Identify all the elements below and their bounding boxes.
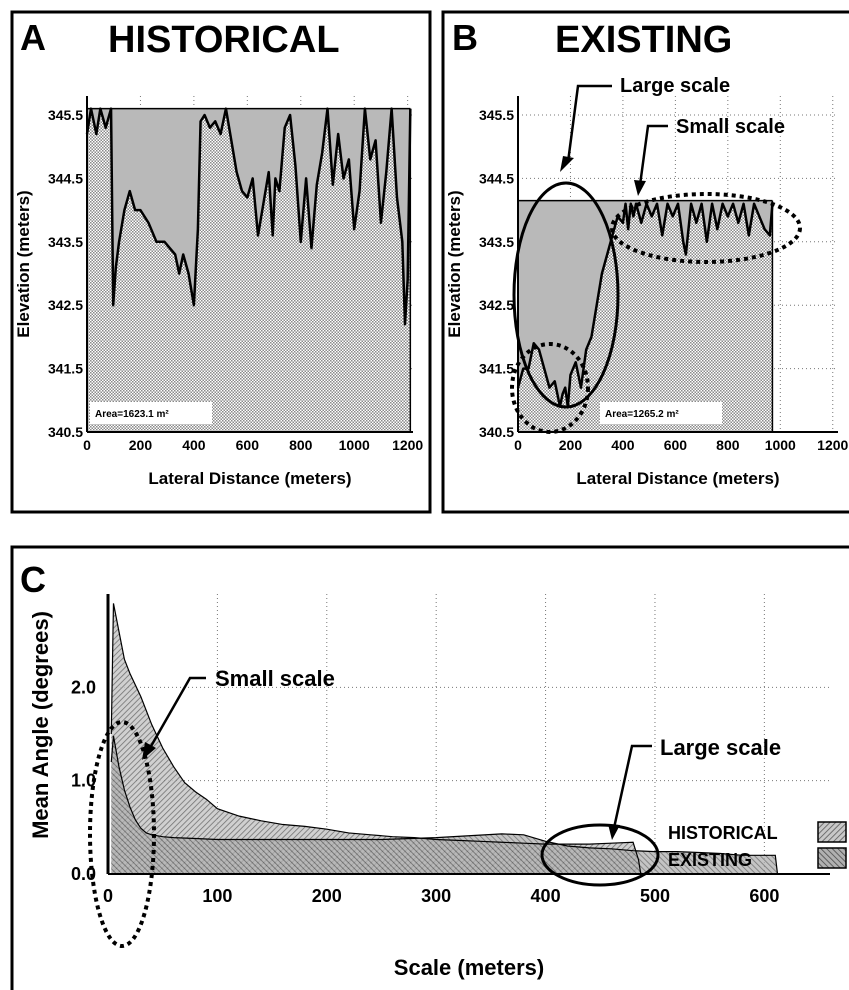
area-label: Area=1265.2 m² — [605, 409, 679, 420]
x-tick-label: 400 — [182, 437, 206, 453]
y-tick-label: 2.0 — [71, 677, 96, 697]
x-tick-label: 400 — [531, 886, 561, 906]
x-tick-label: 1200 — [817, 437, 848, 453]
large-scale-label-c: Large scale — [660, 735, 781, 760]
panel-c-frame — [10, 545, 849, 990]
legend-label-existing: EXISTING — [668, 850, 752, 870]
large-scale-arrowhead-b — [560, 156, 574, 172]
panel-c-letter: C — [20, 559, 46, 600]
small-scale-arrowhead-b — [634, 180, 646, 196]
area-label: Area=1623.1 m² — [95, 409, 169, 420]
x-tick-label: 0 — [514, 437, 522, 453]
x-tick-label: 100 — [202, 886, 232, 906]
legend-swatch-historical — [817, 821, 847, 843]
profile-line — [85, 107, 412, 326]
panel-a-frame — [10, 10, 432, 514]
x-tick-label: 0 — [83, 437, 91, 453]
small-scale-label-b: Small scale — [676, 116, 785, 138]
y-tick-label: 343.5 — [48, 234, 83, 250]
small-scale-label-c: Small scale — [215, 666, 335, 691]
x-tick-label: 200 — [559, 437, 583, 453]
small-scale-ellipse-b2 — [510, 342, 590, 434]
legend-label-historical: HISTORICAL — [668, 823, 778, 843]
y-axis-label: Mean Angle (degrees) — [28, 611, 53, 839]
large-scale-label-b: Large scale — [620, 75, 730, 97]
area-fill-above — [518, 200, 773, 407]
x-tick-label: 500 — [640, 886, 670, 906]
x-tick-label: 1000 — [765, 437, 796, 453]
panel-a-plot: 0 200 400 600 800 1000 1200 340.5 341.5 342.5 343.… — [14, 96, 423, 488]
large-scale-arrow-b — [566, 84, 612, 163]
x-tick-label: 200 — [129, 437, 153, 453]
small-scale-arrow-c — [148, 676, 206, 749]
y-axis-label: Elevation (meters) — [14, 190, 33, 337]
x-tick-label: 800 — [289, 437, 313, 453]
y-axis-label: Elevation (meters) — [445, 190, 464, 337]
x-tick-label: 600 — [749, 886, 779, 906]
x-axis-label: Lateral Distance (meters) — [148, 469, 351, 488]
x-tick-label: 600 — [236, 437, 260, 453]
large-scale-ellipse-c — [540, 823, 660, 887]
x-tick-label: 1200 — [392, 437, 423, 453]
y-tick-label: 342.5 — [479, 297, 514, 313]
y-tick-label: 345.5 — [479, 107, 514, 123]
y-tick-label: 342.5 — [48, 297, 83, 313]
y-tick-label: 1.0 — [71, 771, 96, 791]
area-label-box — [90, 402, 212, 424]
panel-b-letter: B — [452, 17, 478, 58]
large-scale-ellipse-b — [512, 181, 620, 409]
area-fill-above — [87, 108, 411, 325]
panel-b-frame — [441, 10, 849, 514]
panel-a-letter: A — [20, 17, 46, 58]
large-scale-arrow-c — [612, 744, 652, 829]
x-tick-label: 600 — [664, 437, 688, 453]
y-tick-label: 343.5 — [479, 234, 514, 250]
panel-b-plot: 0 200 400 600 800 1000 1200 340.5 341.5 342.5 343.… — [445, 96, 849, 488]
panel-b-title: EXISTING — [555, 19, 732, 61]
x-tick-label: 800 — [716, 437, 740, 453]
y-tick-label: 340.5 — [479, 424, 514, 440]
x-axis-label: Scale (meters) — [394, 955, 544, 980]
x-tick-label: 0 — [103, 886, 113, 906]
profile-line — [516, 202, 774, 408]
x-tick-label: 200 — [312, 886, 342, 906]
x-tick-label: 400 — [611, 437, 635, 453]
y-tick-label: 344.5 — [479, 170, 514, 186]
y-tick-label: 344.5 — [48, 170, 83, 186]
panel-c-annotations: Small scale Large scale — [88, 666, 781, 948]
legend: HISTORICAL EXISTING — [668, 821, 847, 870]
large-scale-arrowhead-c — [608, 824, 620, 840]
y-tick-label: 341.5 — [48, 361, 83, 377]
y-tick-label: 340.5 — [48, 424, 83, 440]
y-tick-label: 345.5 — [48, 107, 83, 123]
panel-a-title: HISTORICAL — [108, 19, 340, 61]
x-axis-label: Lateral Distance (meters) — [576, 469, 779, 488]
area-label-box — [600, 402, 722, 424]
y-tick-label: 341.5 — [479, 361, 514, 377]
x-tick-label: 1000 — [339, 437, 370, 453]
small-scale-ellipse-c — [88, 720, 156, 948]
x-tick-label: 300 — [421, 886, 451, 906]
small-scale-arrow-b — [638, 124, 668, 186]
legend-swatch-existing — [817, 847, 847, 869]
small-scale-ellipse-b — [610, 192, 802, 264]
panel-b-annotations: Large scale Small scale — [510, 75, 802, 434]
series-existing-line — [110, 735, 779, 875]
